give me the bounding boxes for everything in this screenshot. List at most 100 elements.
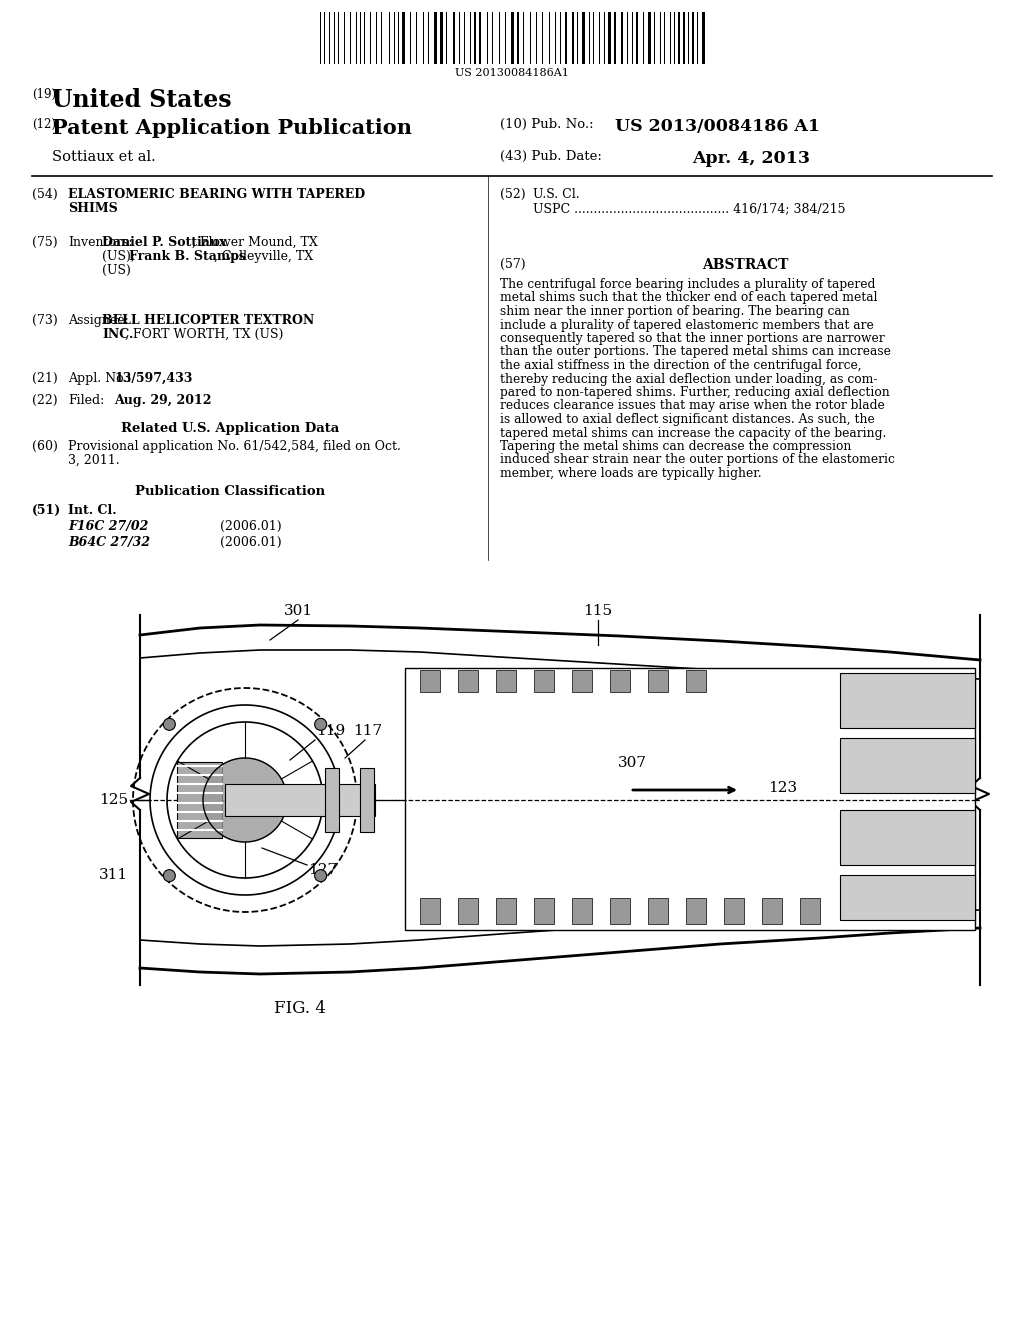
- Bar: [420, 898, 440, 924]
- Bar: [648, 671, 668, 692]
- Bar: [840, 810, 975, 865]
- Text: US 20130084186A1: US 20130084186A1: [455, 69, 569, 78]
- Bar: [496, 898, 516, 924]
- Text: include a plurality of tapered elastomeric members that are: include a plurality of tapered elastomer…: [500, 318, 873, 331]
- Bar: [517, 12, 519, 63]
- Text: 115: 115: [584, 605, 612, 618]
- Bar: [678, 12, 680, 63]
- Bar: [686, 898, 706, 924]
- Text: Publication Classification: Publication Classification: [135, 484, 325, 498]
- Text: U.S. Cl.: U.S. Cl.: [534, 187, 580, 201]
- Text: (10) Pub. No.:: (10) Pub. No.:: [500, 117, 594, 131]
- Text: Provisional application No. 61/542,584, filed on Oct.: Provisional application No. 61/542,584, …: [68, 440, 400, 453]
- Text: The centrifugal force bearing includes a plurality of tapered: The centrifugal force bearing includes a…: [500, 279, 876, 290]
- Bar: [458, 898, 478, 924]
- Bar: [686, 671, 706, 692]
- Bar: [474, 12, 476, 63]
- Bar: [434, 12, 437, 63]
- Text: B64C 27/32: B64C 27/32: [68, 536, 151, 549]
- Text: 307: 307: [618, 756, 647, 770]
- Text: , FORT WORTH, TX (US): , FORT WORTH, TX (US): [125, 327, 284, 341]
- Bar: [402, 12, 406, 63]
- Text: consequently tapered so that the inner portions are narrower: consequently tapered so that the inner p…: [500, 333, 885, 345]
- Bar: [511, 12, 514, 63]
- Text: (51): (51): [32, 504, 61, 517]
- Bar: [453, 12, 455, 63]
- Text: 117: 117: [353, 723, 382, 738]
- Text: F16C 27/02: F16C 27/02: [68, 520, 148, 533]
- Text: ABSTRACT: ABSTRACT: [701, 257, 788, 272]
- Text: Patent Application Publication: Patent Application Publication: [52, 117, 412, 139]
- Text: 125: 125: [99, 793, 128, 807]
- Bar: [614, 12, 616, 63]
- Bar: [534, 898, 554, 924]
- Text: (57): (57): [500, 257, 525, 271]
- Text: USPC ........................................ 416/174; 384/215: USPC ...................................…: [534, 202, 846, 215]
- Text: 123: 123: [768, 781, 797, 795]
- Text: induced shear strain near the outer portions of the elastomeric: induced shear strain near the outer port…: [500, 454, 895, 466]
- Text: Assignee:: Assignee:: [68, 314, 129, 327]
- Bar: [840, 673, 975, 729]
- Circle shape: [314, 718, 327, 730]
- Text: (22): (22): [32, 393, 57, 407]
- Text: (73): (73): [32, 314, 57, 327]
- Text: 119: 119: [316, 723, 345, 738]
- Text: reduces clearance issues that may arise when the rotor blade: reduces clearance issues that may arise …: [500, 400, 885, 412]
- Bar: [762, 898, 782, 924]
- Text: metal shims such that the thicker end of each tapered metal: metal shims such that the thicker end of…: [500, 292, 878, 305]
- Text: , Flower Mound, TX: , Flower Mound, TX: [193, 236, 317, 249]
- Text: 311: 311: [99, 869, 128, 882]
- Bar: [610, 898, 630, 924]
- Text: 13/597,433: 13/597,433: [114, 372, 193, 385]
- Text: Int. Cl.: Int. Cl.: [68, 504, 117, 517]
- Bar: [572, 671, 592, 692]
- Text: Frank B. Stamps: Frank B. Stamps: [129, 249, 246, 263]
- Text: (12): (12): [32, 117, 56, 131]
- Bar: [496, 671, 516, 692]
- Text: , Colleyville, TX: , Colleyville, TX: [214, 249, 313, 263]
- Bar: [225, 784, 375, 816]
- Text: (52): (52): [500, 187, 525, 201]
- Polygon shape: [203, 758, 287, 842]
- Bar: [572, 12, 574, 63]
- Bar: [648, 12, 651, 63]
- Text: Daniel P. Sottiaux: Daniel P. Sottiaux: [102, 236, 226, 249]
- Text: Tapering the metal shims can decrease the compression: Tapering the metal shims can decrease th…: [500, 440, 851, 453]
- Bar: [325, 768, 339, 832]
- Text: the axial stiffness in the direction of the centrifugal force,: the axial stiffness in the direction of …: [500, 359, 861, 372]
- Text: shim near the inner portion of bearing. The bearing can: shim near the inner portion of bearing. …: [500, 305, 850, 318]
- Text: (21): (21): [32, 372, 57, 385]
- Text: 301: 301: [284, 605, 312, 618]
- Text: (2006.01): (2006.01): [220, 520, 282, 533]
- Bar: [582, 12, 585, 63]
- Text: INC.: INC.: [102, 327, 133, 341]
- Bar: [406, 668, 975, 931]
- Text: Apr. 4, 2013: Apr. 4, 2013: [692, 150, 810, 168]
- Bar: [648, 898, 668, 924]
- Bar: [724, 898, 744, 924]
- Text: (19): (19): [32, 88, 56, 102]
- Bar: [565, 12, 567, 63]
- Bar: [621, 12, 623, 63]
- Bar: [420, 671, 440, 692]
- Bar: [458, 671, 478, 692]
- Text: ELASTOMERIC BEARING WITH TAPERED: ELASTOMERIC BEARING WITH TAPERED: [68, 187, 366, 201]
- Text: SHIMS: SHIMS: [68, 202, 118, 215]
- Text: Inventors:: Inventors:: [68, 236, 132, 249]
- Text: (75): (75): [32, 236, 57, 249]
- Bar: [610, 671, 630, 692]
- Text: BELL HELICOPTER TEXTRON: BELL HELICOPTER TEXTRON: [102, 314, 314, 327]
- Text: (US): (US): [102, 264, 131, 277]
- Text: Sottiaux et al.: Sottiaux et al.: [52, 150, 156, 164]
- Text: member, where loads are typically higher.: member, where loads are typically higher…: [500, 467, 762, 480]
- Text: (US);: (US);: [102, 249, 139, 263]
- Bar: [360, 768, 374, 832]
- Bar: [800, 898, 820, 924]
- Text: (2006.01): (2006.01): [220, 536, 282, 549]
- Bar: [534, 671, 554, 692]
- Bar: [840, 875, 975, 920]
- Text: thereby reducing the axial deflection under loading, as com-: thereby reducing the axial deflection un…: [500, 372, 878, 385]
- Text: Appl. No.:: Appl. No.:: [68, 372, 131, 385]
- Bar: [479, 12, 481, 63]
- Bar: [692, 12, 694, 63]
